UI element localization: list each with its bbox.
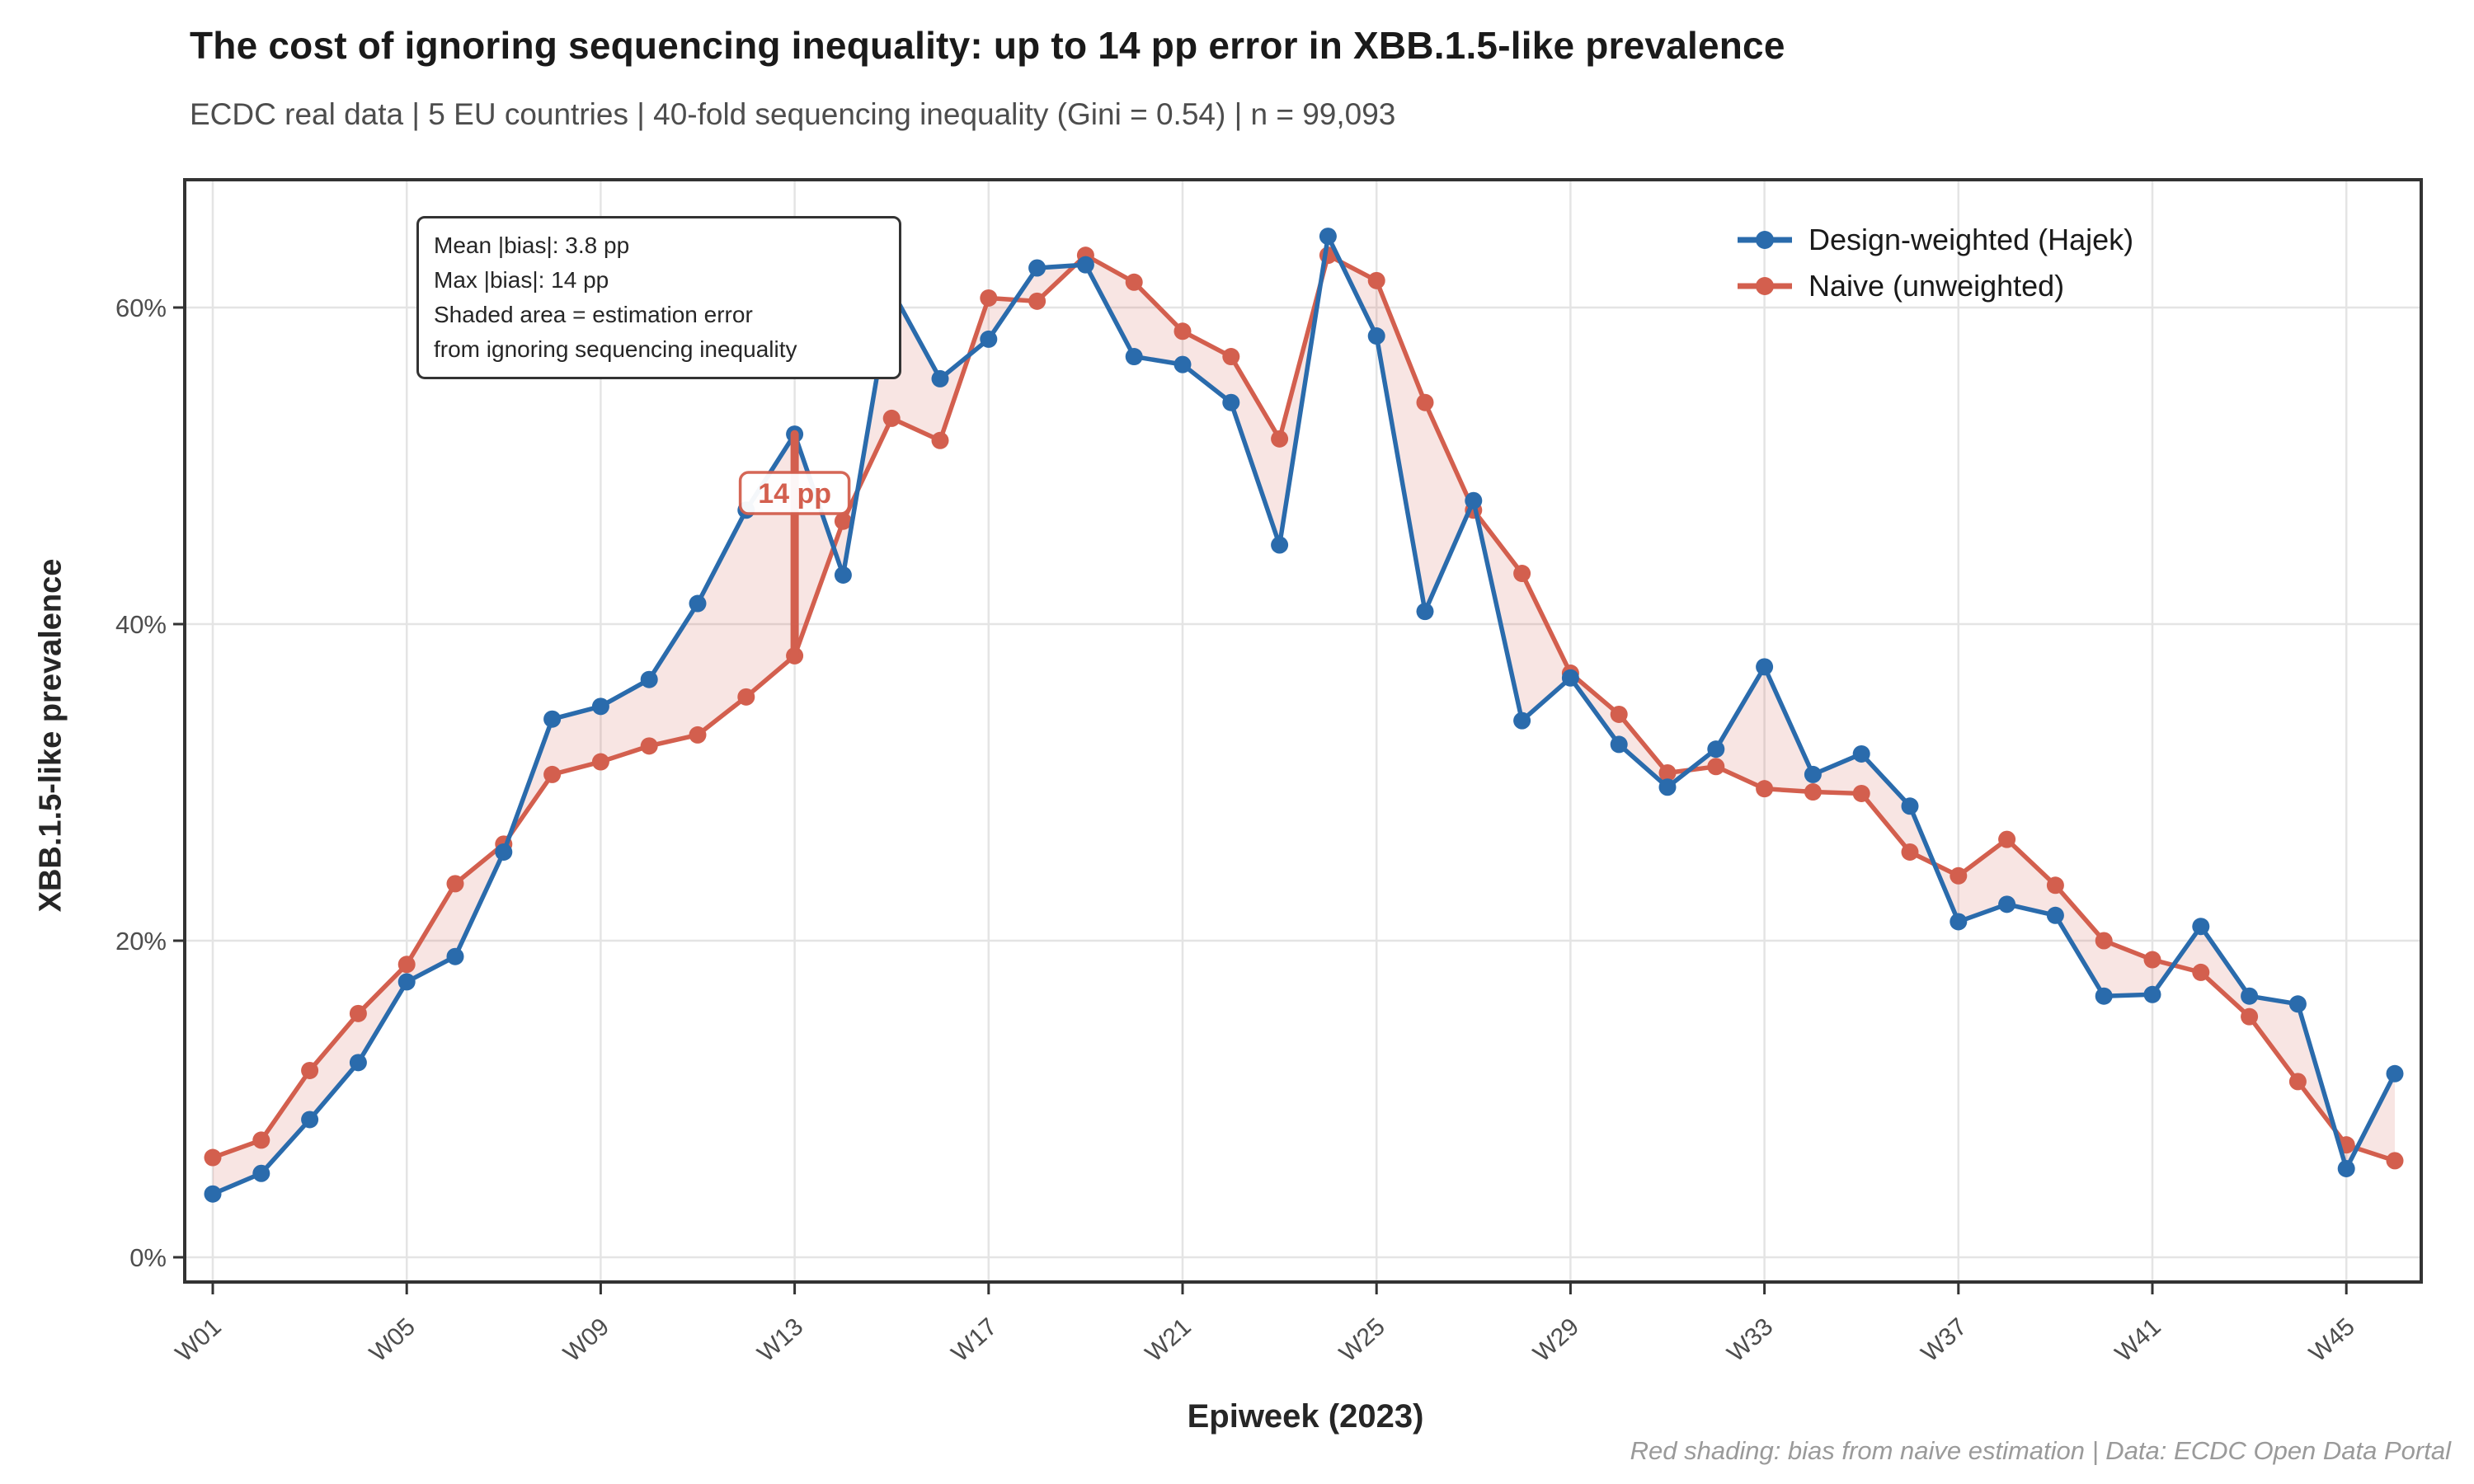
- svg-text:W09: W09: [558, 1313, 614, 1368]
- annotation-line: Max |bias|: 14 pp: [434, 267, 609, 293]
- svg-text:W17: W17: [947, 1313, 1003, 1368]
- page-subtitle: ECDC real data | 5 EU countries | 40-fol…: [190, 97, 1396, 131]
- x-axis-title: Epiweek (2023): [1187, 1398, 1424, 1435]
- bias-band: [213, 236, 2395, 1195]
- legend-line-dot-icon: [1738, 231, 1792, 249]
- legend-label: Naive (unweighted): [1808, 269, 2065, 303]
- svg-text:W13: W13: [752, 1313, 808, 1368]
- axis-ticks: 0% 20% 40% 60% W01 W05 W09 W13 W17 W21 W25 W29 W33 W3…: [115, 294, 2360, 1367]
- legend-item-naive: Naive (unweighted): [1736, 269, 2133, 303]
- legend-line-dot-icon: [1738, 277, 1792, 295]
- svg-text:W05: W05: [365, 1313, 421, 1368]
- legend-item-design-weighted: Design-weighted (Hajek): [1736, 223, 2133, 257]
- panel-border: [183, 178, 2423, 1284]
- chart-caption: Red shading: bias from naive estimation …: [1630, 1436, 2451, 1465]
- svg-text:14 pp: 14 pp: [758, 478, 831, 510]
- max-bias-label: 14 pp: [738, 471, 851, 515]
- y-axis-title: XBB.1.5-like prevalence: [33, 558, 68, 913]
- svg-text:W33: W33: [1722, 1313, 1778, 1368]
- svg-text:40%: 40%: [115, 610, 167, 639]
- svg-text:W29: W29: [1528, 1313, 1584, 1368]
- svg-text:W01: W01: [171, 1313, 227, 1368]
- annotation-line: Shaded area = estimation error: [434, 302, 753, 327]
- legend-label: Design-weighted (Hajek): [1808, 223, 2134, 256]
- svg-text:0%: 0%: [129, 1243, 167, 1272]
- bias-annotation-box: Mean |bias|: 3.8 pp Max |bias|: 14 pp Sh…: [416, 216, 901, 379]
- svg-text:20%: 20%: [115, 927, 167, 956]
- svg-text:W25: W25: [1334, 1313, 1390, 1368]
- series-naive: [204, 247, 2404, 1170]
- svg-text:W37: W37: [1917, 1313, 1973, 1368]
- svg-text:60%: 60%: [115, 294, 167, 322]
- annotation-line: from ignoring sequencing inequality: [434, 336, 797, 362]
- page-title: The cost of ignoring sequencing inequali…: [190, 24, 1785, 67]
- svg-text:W45: W45: [2304, 1313, 2360, 1368]
- svg-text:W21: W21: [1141, 1313, 1197, 1368]
- gridlines: [185, 180, 2421, 1282]
- chart-legend: Design-weighted (Hajek) Naive (unweighte…: [1736, 223, 2133, 303]
- annotation-line: Mean |bias|: 3.8 pp: [434, 232, 630, 258]
- svg-text:W41: W41: [2110, 1313, 2166, 1368]
